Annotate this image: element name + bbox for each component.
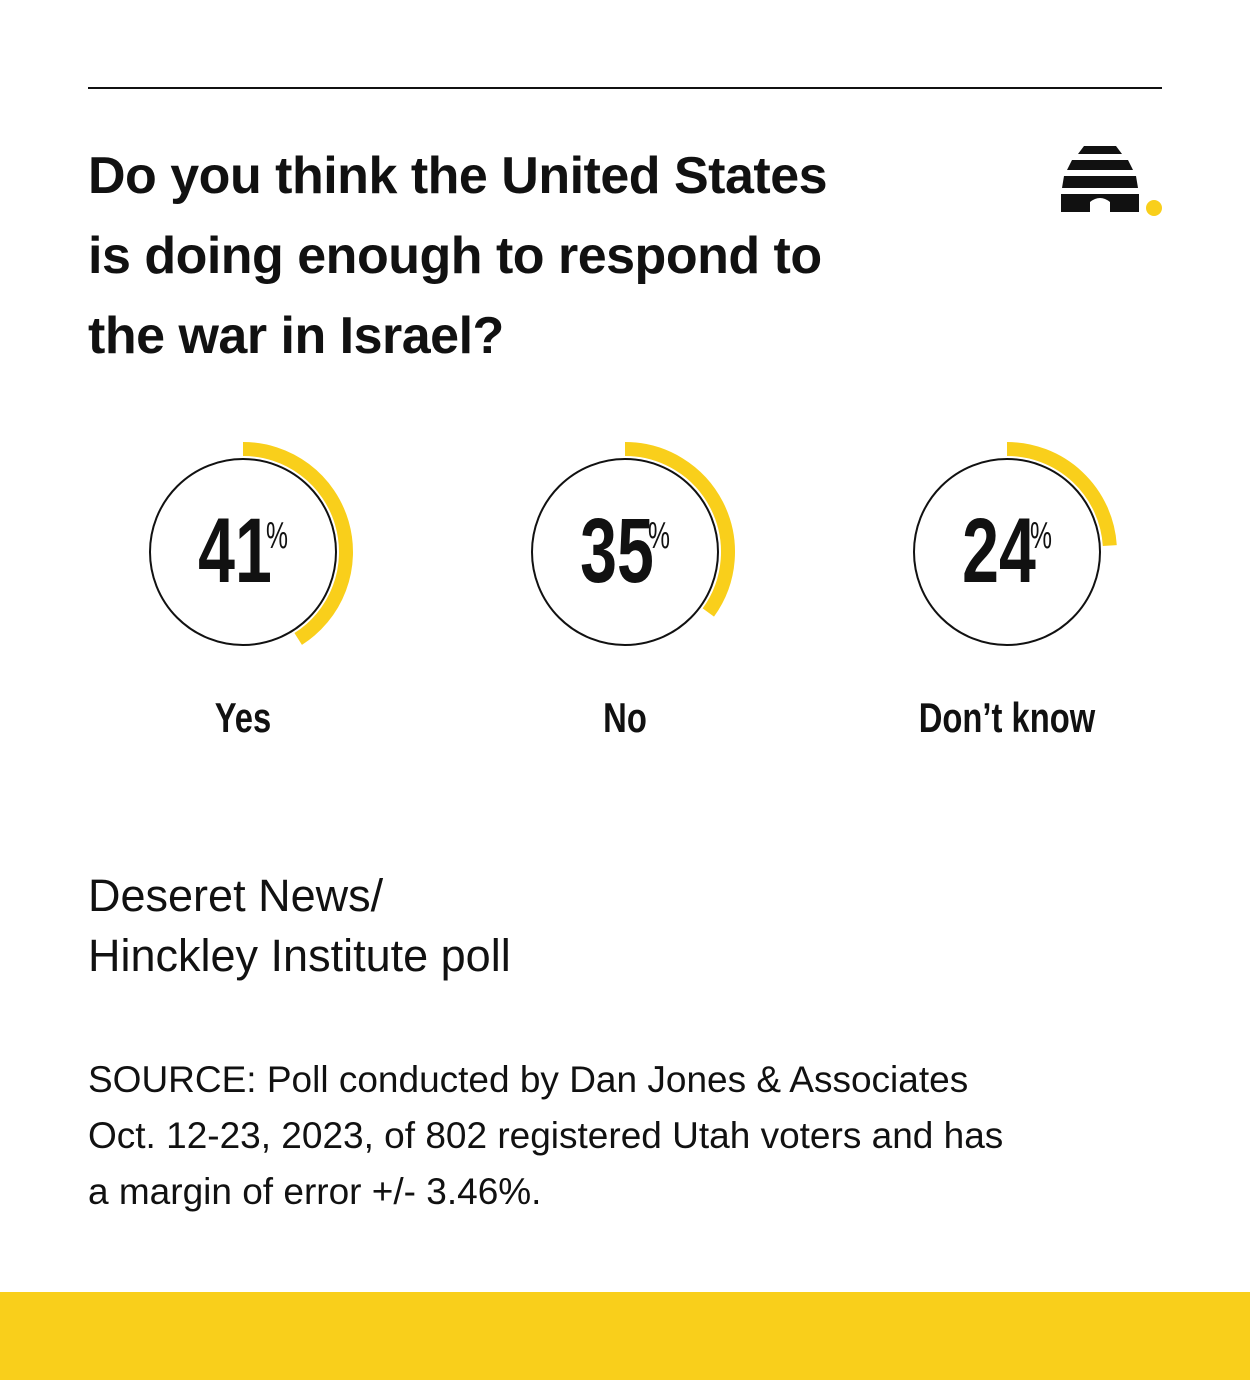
chart-title: Do you think the United States is doing …	[88, 147, 828, 365]
value-label-group: 24	[962, 498, 1036, 601]
gauge-ring	[531, 458, 719, 646]
value-label: 35	[580, 498, 654, 601]
gauge-ring	[149, 458, 337, 646]
gauge-arc	[624, 442, 735, 617]
category-label-group: No	[603, 694, 647, 741]
source-note: SOURCE: Poll conducted by Dan Jones & As…	[88, 1059, 1004, 1212]
gauge-ring	[913, 458, 1101, 646]
unit-label-group: %	[266, 514, 288, 557]
gauge-arc	[1006, 442, 1117, 547]
value-label: 41	[198, 498, 272, 601]
value-label-group: 35	[580, 498, 654, 601]
footer-band	[0, 1292, 1250, 1380]
unit-label: %	[1030, 514, 1052, 557]
unit-label-group: %	[648, 514, 670, 557]
category-label-group: Yes	[215, 694, 271, 741]
category-label: Don’t know	[919, 694, 1096, 741]
category-label: No	[603, 694, 647, 741]
unit-label: %	[648, 514, 670, 557]
unit-label: %	[266, 514, 288, 557]
value-label-group: 41	[198, 498, 272, 601]
gauges: 41% Yes 35% No 24% Don’t know	[149, 442, 1117, 741]
category-label: Yes	[215, 694, 271, 741]
top-rule	[88, 87, 1162, 89]
gauge-arc	[242, 442, 353, 645]
category-label-group: Don’t know	[919, 694, 1096, 741]
subtitle: Deseret News/ Hinckley Institute poll	[88, 870, 511, 981]
logo	[1061, 146, 1162, 216]
value-label: 24	[962, 498, 1036, 601]
unit-label-group: %	[1030, 514, 1052, 557]
